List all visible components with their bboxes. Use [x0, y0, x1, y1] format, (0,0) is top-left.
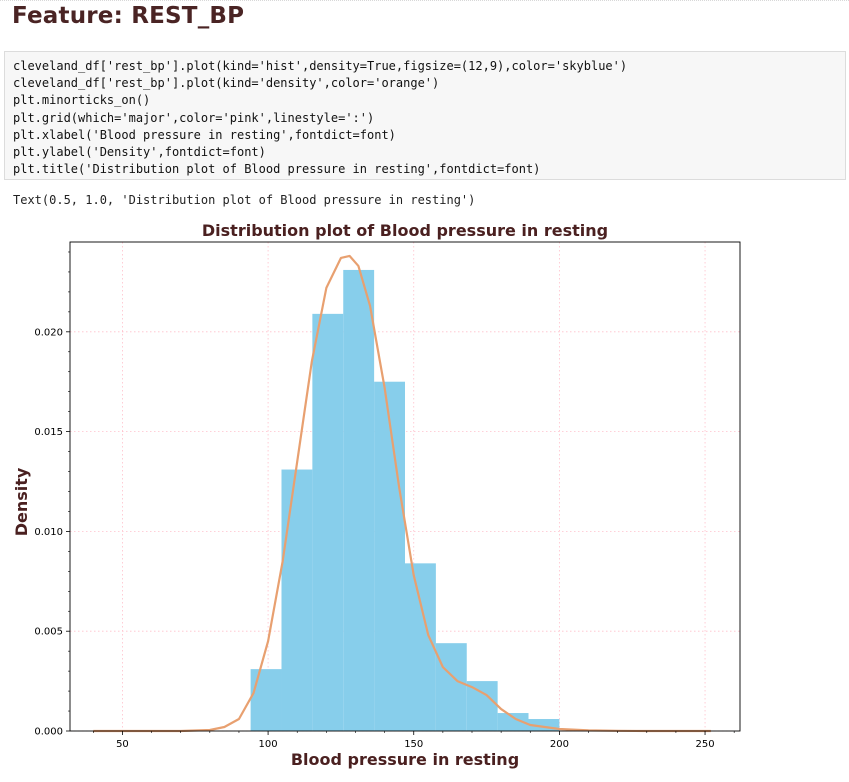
density-curve [93, 254, 711, 733]
chart-title: Distribution plot of Blood pressure in r… [202, 221, 608, 240]
code-line: cleveland_df['rest_bp'].plot(kind='hist'… [13, 59, 628, 73]
histogram-bars [250, 269, 560, 731]
x-tick-label: 200 [550, 739, 569, 750]
axes [69, 241, 741, 732]
histogram-bar [343, 269, 375, 731]
y-tick-label: 0.010 [34, 527, 63, 538]
top-divider [0, 0, 849, 1]
histogram-bar [312, 313, 344, 731]
x-tick-label: 150 [404, 739, 423, 750]
density-line [93, 254, 711, 733]
y-tick-label: 0.005 [34, 627, 63, 638]
code-line: plt.title('Distribution plot of Blood pr… [13, 162, 541, 177]
histogram-bar [466, 681, 498, 731]
histogram-bar [528, 719, 560, 731]
grid-lines [70, 242, 740, 732]
chart-container: Distribution plot of Blood pressure in r… [0, 212, 849, 778]
code-cell[interactable]: cleveland_df['rest_bp'].plot(kind='hist'… [4, 51, 846, 180]
y-tick-label: 0.020 [34, 327, 63, 338]
histogram-bar [497, 713, 529, 731]
y-tick-label: 0.000 [34, 727, 63, 738]
histogram-bar [250, 669, 282, 731]
section-heading: Feature: REST_BP [12, 3, 245, 29]
histogram-bar [435, 643, 467, 731]
histogram-bar [281, 469, 313, 731]
code-line: plt.minorticks_on() [13, 93, 151, 108]
histogram-bar [374, 381, 405, 731]
histogram-bar [405, 563, 436, 731]
y-axis-label: Density [12, 467, 31, 536]
x-tick-label: 250 [695, 739, 714, 750]
plot-frame [69, 241, 741, 732]
tick-marks: 50 100 150 200 250 0.000 0.005 0.010 0.015 0.020 [34, 251, 735, 750]
distribution-chart: Distribution plot of Blood pressure in r… [12, 221, 741, 769]
x-tick-label: 50 [116, 739, 129, 750]
x-tick-label: 100 [259, 739, 278, 750]
y-tick-label: 0.015 [34, 427, 63, 438]
cell-output-text: Text(0.5, 1.0, 'Distribution plot of Blo… [13, 193, 476, 207]
code-line: plt.ylabel('Density',fontdict=font) [13, 145, 266, 160]
x-axis-label: Blood pressure in resting [291, 750, 519, 769]
code-line: cleveland_df['rest_bp'].plot(kind='densi… [13, 76, 440, 91]
code-line: plt.xlabel('Blood pressure in resting',f… [13, 127, 396, 142]
code-line: plt.grid(which='major',color='pink',line… [13, 110, 375, 125]
